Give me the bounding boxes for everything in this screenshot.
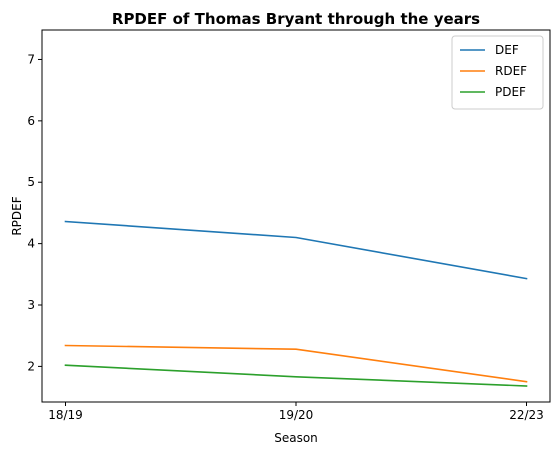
x-tick-label: 22/23 <box>509 408 544 422</box>
series-line-def <box>64 220 528 280</box>
x-tick-label: 19/20 <box>279 408 314 422</box>
y-tick-label: 5 <box>27 175 35 189</box>
legend-box <box>451 35 544 110</box>
y-tick-label: 2 <box>27 359 35 373</box>
legend-label-rdef: RDEF <box>495 64 527 78</box>
y-tick-label: 7 <box>27 52 35 66</box>
series-line-pdef <box>64 364 528 387</box>
y-axis-label: RPDEF <box>10 196 24 235</box>
x-axis-label: Season <box>274 431 318 445</box>
y-axis: 2 3 4 5 6 7 <box>27 52 42 373</box>
chart-title: RPDEF of Thomas Bryant through the years <box>112 10 480 28</box>
y-tick-label: 4 <box>27 237 35 251</box>
series-line-rdef <box>64 344 528 383</box>
legend-label-def: DEF <box>495 43 519 57</box>
legend-label-pdef: PDEF <box>495 85 526 99</box>
x-tick-label: 18/19 <box>48 408 83 422</box>
series-layer <box>64 220 528 387</box>
legend: DEF RDEF PDEF <box>451 35 544 110</box>
y-tick-label: 3 <box>27 298 35 312</box>
x-axis: 18/19 19/20 22/23 <box>48 402 544 422</box>
y-tick-label: 6 <box>27 114 35 128</box>
